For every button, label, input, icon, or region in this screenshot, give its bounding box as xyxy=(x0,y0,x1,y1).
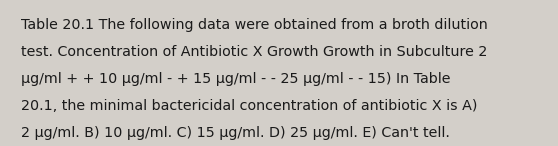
Text: 20.1, the minimal bactericidal concentration of antibiotic X is A): 20.1, the minimal bactericidal concentra… xyxy=(21,99,478,113)
Text: Table 20.1 The following data were obtained from a broth dilution: Table 20.1 The following data were obtai… xyxy=(21,18,488,32)
Text: test. Concentration of Antibiotic X Growth Growth in Subculture 2: test. Concentration of Antibiotic X Grow… xyxy=(21,45,488,59)
Text: μg/ml + + 10 μg/ml - + 15 μg/ml - - 25 μg/ml - - 15) In Table: μg/ml + + 10 μg/ml - + 15 μg/ml - - 25 μ… xyxy=(21,72,451,86)
Text: 2 μg/ml. B) 10 μg/ml. C) 15 μg/ml. D) 25 μg/ml. E) Can't tell.: 2 μg/ml. B) 10 μg/ml. C) 15 μg/ml. D) 25… xyxy=(21,126,450,140)
